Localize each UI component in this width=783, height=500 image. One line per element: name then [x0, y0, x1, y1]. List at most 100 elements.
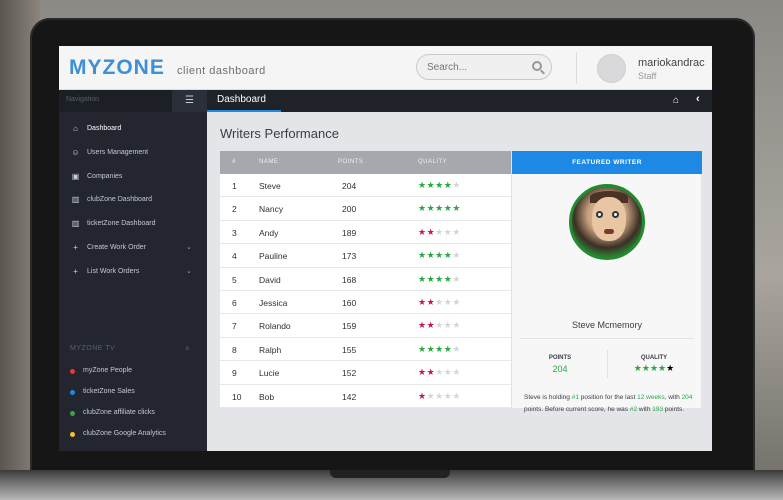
star-icon: ★ — [426, 250, 436, 261]
tab-dashboard[interactable]: Dashboard — [217, 94, 266, 105]
rank-cell: 2 — [232, 204, 237, 215]
sidebar-item-label: ticketZone Dashboard — [87, 220, 156, 228]
tv-item-label: clubZone Google Analytics — [83, 430, 166, 437]
home-icon: ⌂ — [73, 124, 78, 133]
tv-item[interactable]: clubZone affiliate clicks — [59, 404, 207, 424]
photo-eye — [612, 211, 619, 218]
rank-cell: 5 — [232, 274, 237, 285]
star-icon: ★ — [435, 273, 444, 284]
rank-cell: 3 — [232, 227, 237, 238]
name-cell: David — [259, 274, 281, 285]
star-icon: ★ — [443, 343, 453, 354]
quality-stars: ★★★★★ — [418, 180, 461, 191]
tv-item[interactable]: myZone People — [59, 362, 207, 382]
star-icon: ★ — [426, 203, 436, 214]
photo-face — [592, 197, 626, 241]
star-icon: ★ — [633, 363, 642, 373]
sidebar-item-label: Companies — [87, 172, 123, 180]
desc-highlight: #1 — [571, 394, 579, 401]
points-cell: 152 — [342, 368, 357, 379]
plus-icon: + — [73, 266, 78, 276]
star-icon: ★ — [435, 203, 444, 214]
chevron-left-icon[interactable]: ‹ — [696, 93, 700, 105]
name-cell: Andy — [259, 227, 279, 238]
star-icon: ★ — [418, 226, 427, 237]
star-icon: ★ — [418, 297, 427, 307]
table-row[interactable]: 5 David 168 ★★★★★ — [220, 268, 511, 291]
sidebar-item[interactable]: ☺ Users Management — [59, 141, 207, 165]
chevron-down-icon[interactable]: ⌄ — [186, 267, 192, 275]
sidebar-item[interactable]: ▥ ticketZone Dashboard — [59, 212, 207, 236]
name-cell: Steve — [259, 181, 281, 191]
featured-heading: FEATURED WRITER — [512, 151, 702, 174]
sidebar-item[interactable]: ⌂ Dashboard — [59, 117, 207, 141]
sidebar-item[interactable]: ▣ Companies — [59, 165, 207, 189]
table-row[interactable]: 2 Nancy 200 ★★★★★ — [220, 197, 511, 221]
desc-highlight: #2 — [629, 406, 638, 413]
avatar[interactable] — [597, 54, 626, 83]
star-empty-icon: ★ — [452, 226, 461, 237]
sidebar-item[interactable]: ▥ clubZone Dashboard — [59, 188, 207, 212]
points-cell: 155 — [342, 344, 357, 355]
star-icon: ★ — [443, 203, 453, 214]
points-cell: 173 — [342, 251, 357, 262]
star-empty-icon: ★ — [452, 343, 461, 354]
star-empty-icon: ★ — [443, 320, 453, 331]
close-icon[interactable]: × — [185, 344, 190, 353]
name-cell: Nancy — [259, 204, 284, 215]
quality-stars: ★★★★★ — [418, 297, 461, 308]
table-row[interactable]: 10 Bob 142 ★★★★★ — [220, 385, 511, 408]
column-points: POINTS — [338, 159, 364, 165]
table-row[interactable]: 1 Steve 204 ★★★★★ — [220, 174, 511, 198]
chart-icon: ▥ — [71, 219, 80, 229]
search-icon[interactable] — [532, 61, 542, 71]
star-empty-icon: ★ — [426, 390, 436, 401]
search-input[interactable] — [427, 55, 527, 79]
photo-eye — [596, 211, 603, 218]
tv-section-title: MYZONE TV — [70, 345, 116, 352]
featured-divider — [520, 338, 694, 339]
sidebar-item-label: List Work Orders — [87, 267, 140, 275]
table-row[interactable]: 7 Rolando 159 ★★★★★ — [220, 314, 511, 338]
points-value: 204 — [552, 364, 568, 374]
rank-cell: 4 — [232, 251, 237, 262]
table-row[interactable]: 8 Ralph 155 ★★★★★ — [220, 338, 511, 362]
star-icon: ★ — [418, 273, 427, 284]
star-empty-icon: ★ — [452, 180, 461, 190]
menu-toggle-icon[interactable]: ☰ — [172, 90, 207, 112]
users-icon: ☺ — [71, 147, 80, 157]
star-icon: ★ — [418, 343, 427, 354]
points-cell: 189 — [342, 227, 357, 238]
name-cell: Lucie — [259, 368, 280, 379]
star-icon: ★ — [426, 367, 436, 378]
tv-item[interactable]: clubZone Google Analytics — [59, 425, 207, 445]
table-row[interactable]: 4 Pauline 173 ★★★★★ — [220, 244, 511, 268]
table-row[interactable]: 3 Andy 189 ★★★★★ — [220, 221, 511, 245]
points-cell: 168 — [342, 274, 357, 285]
sidebar-item[interactable]: + List Work Orders ⌄ — [59, 260, 207, 284]
rank-cell: 10 — [232, 391, 242, 402]
points-cell: 142 — [342, 391, 357, 402]
table-row[interactable]: 9 Lucie 152 ★★★★★ — [220, 361, 511, 385]
app-subtitle: client dashboard — [177, 65, 266, 77]
home-icon[interactable]: ⌂ — [673, 95, 680, 106]
star-empty-icon: ★ — [666, 363, 675, 373]
star-icon: ★ — [649, 363, 659, 373]
star-empty-icon: ★ — [443, 390, 453, 401]
logo[interactable]: MYZONE — [69, 56, 165, 79]
featured-writer-panel: FEATURED WRITER Steve Mcmemory POINTS 20… — [511, 151, 702, 413]
chevron-down-icon[interactable]: ⌄ — [186, 244, 192, 251]
sidebar-item[interactable]: + Create Work Order ⌄ — [59, 236, 207, 260]
star-icon: ★ — [426, 273, 436, 284]
tv-item[interactable]: ticketZone Sales — [59, 383, 207, 403]
star-empty-icon: ★ — [435, 297, 444, 307]
star-empty-icon: ★ — [452, 320, 461, 331]
briefcase-icon: ▣ — [71, 171, 80, 181]
header-divider — [576, 52, 577, 84]
tv-item-label: myZone People — [83, 367, 133, 374]
user-role: Staff — [638, 71, 657, 81]
table-row[interactable]: 6 Jessica 160 ★★★★★ — [220, 291, 511, 315]
star-icon: ★ — [443, 180, 453, 190]
search-box[interactable] — [416, 54, 552, 80]
user-name[interactable]: mariokandrac — [638, 57, 705, 69]
